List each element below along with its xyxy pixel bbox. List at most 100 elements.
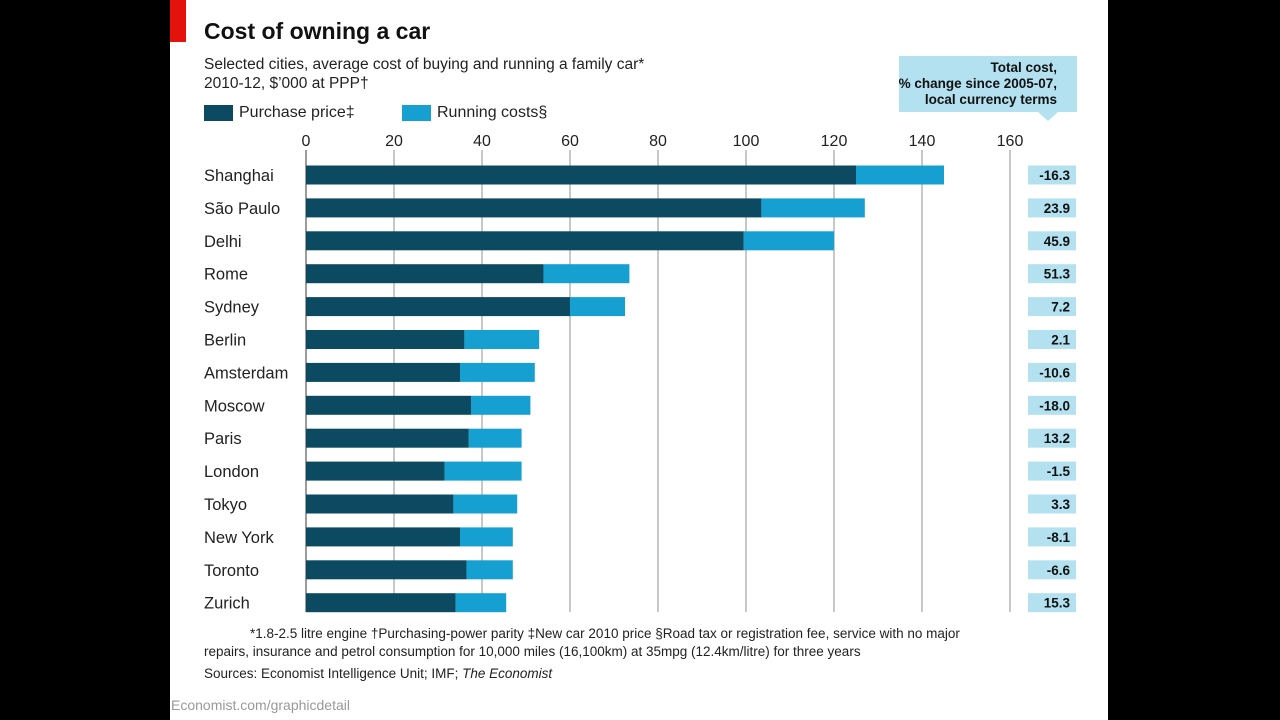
category-label-6: Amsterdam [204, 364, 288, 382]
category-label-4: Sydney [204, 299, 260, 317]
pct-header-pointer [1038, 112, 1058, 121]
bar-purchase-5 [306, 330, 465, 349]
pct-value-1: 23.9 [1044, 201, 1070, 216]
pct-header-line-3: local currency terms [924, 92, 1057, 107]
category-label-7: Moscow [204, 397, 265, 415]
pct-cell-6 [1028, 362, 1076, 382]
bar-purchase-4 [306, 297, 570, 317]
category-label-12: Toronto [204, 562, 259, 580]
footnote-line-2: repairs, insurance and petrol consumptio… [204, 644, 861, 659]
bar-purchase-12 [306, 560, 467, 580]
tick-label-100: 100 [733, 133, 760, 150]
category-label-9: London [204, 463, 259, 481]
credit-url: Economist.com/graphicdetail [171, 697, 350, 713]
category-label-10: Tokyo [204, 496, 247, 514]
bar-running-11 [460, 527, 513, 547]
pct-cell-11 [1028, 527, 1076, 547]
pct-cell-1 [1028, 198, 1076, 218]
pct-cell-8 [1028, 428, 1076, 448]
pct-cell-5 [1028, 330, 1076, 349]
category-label-3: Rome [204, 266, 248, 284]
bar-running-3 [543, 264, 630, 284]
category-label-2: Delhi [204, 233, 242, 251]
category-label-11: New York [204, 529, 274, 547]
bar-running-7 [471, 395, 531, 415]
pct-change-header: Total cost, % change since 2005-07, loca… [899, 56, 1077, 112]
subtitle-line-2: 2010-12, $’000 at PPP† [204, 75, 369, 92]
pct-cell-9 [1028, 461, 1076, 481]
bar-running-1 [761, 198, 865, 218]
bars [306, 165, 944, 613]
bar-running-2 [743, 231, 834, 251]
tick-label-20: 20 [385, 133, 403, 150]
bar-purchase-8 [306, 428, 469, 448]
sources-publication: The Economist [462, 666, 553, 681]
pct-cell-3 [1028, 264, 1076, 284]
bar-purchase-9 [306, 461, 445, 481]
bar-purchase-13 [306, 593, 456, 613]
pct-value-12: -6.6 [1047, 563, 1071, 578]
legend-item-running: Running costs§ [402, 104, 547, 122]
legend-label-purchase: Purchase price‡ [239, 104, 355, 121]
sources: Sources: Economist Intelligence Unit; IM… [204, 666, 552, 681]
bar-purchase-10 [306, 494, 454, 514]
pct-change-column: -16.3 23.9 45.9 51.3 7.2 2.1 -10.6 -18.0 13.2 -1.… [1028, 165, 1076, 613]
pct-value-9: -1.5 [1047, 464, 1071, 479]
pct-cell-10 [1028, 494, 1076, 514]
category-label-1: São Paulo [204, 200, 280, 218]
bar-running-0 [856, 165, 944, 185]
bar-running-8 [468, 428, 522, 448]
pct-cell-4 [1028, 297, 1076, 317]
pct-header-line-2: % change since 2005-07, [898, 76, 1057, 91]
bar-purchase-7 [306, 395, 471, 415]
pct-value-4: 7.2 [1051, 300, 1070, 315]
pct-cell-7 [1028, 395, 1076, 415]
pct-value-3: 51.3 [1044, 267, 1071, 282]
category-labels: Shanghai São Paulo Delhi Rome Sydney Berlin Am… [204, 167, 288, 613]
pct-value-10: 3.3 [1051, 497, 1070, 512]
bar-running-4 [570, 297, 625, 317]
bar-purchase-6 [306, 362, 460, 382]
footnote-line-1: *1.8-2.5 litre engine †Purchasing-power … [250, 626, 960, 641]
bar-running-9 [444, 461, 522, 481]
pct-cell-13 [1028, 593, 1076, 613]
category-label-5: Berlin [204, 332, 246, 350]
tick-label-0: 0 [302, 133, 311, 150]
footnote: *1.8-2.5 litre engine †Purchasing-power … [204, 625, 1084, 661]
bar-purchase-0 [306, 165, 856, 185]
bar-running-10 [453, 494, 518, 514]
pct-value-7: -18.0 [1039, 398, 1070, 413]
pct-cell-2 [1028, 231, 1076, 251]
bar-purchase-3 [306, 264, 544, 284]
bar-purchase-11 [306, 527, 460, 547]
category-label-0: Shanghai [204, 167, 274, 185]
pct-value-8: 13.2 [1044, 431, 1070, 446]
bar-running-6 [460, 362, 535, 382]
bar-purchase-1 [306, 198, 762, 218]
sources-text: Sources: Economist Intelligence Unit; IM… [204, 666, 463, 681]
tick-label-140: 140 [909, 133, 936, 150]
tick-label-160: 160 [997, 133, 1024, 150]
pct-cell-0 [1028, 165, 1076, 185]
bar-running-12 [466, 560, 513, 580]
tick-label-60: 60 [561, 133, 579, 150]
subtitle-line-1: Selected cities, average cost of buying … [204, 56, 645, 73]
bar-running-13 [455, 593, 507, 613]
x-axis-ticks: 0 20 40 60 80 100 120 140 160 [302, 133, 1024, 150]
legend-swatch-purchase [204, 105, 233, 121]
category-label-8: Paris [204, 430, 242, 448]
pct-value-13: 15.3 [1044, 596, 1071, 611]
chart-subtitle: Selected cities, average cost of buying … [204, 55, 764, 93]
pct-cell-12 [1028, 560, 1076, 580]
pct-value-2: 45.9 [1044, 234, 1070, 249]
tick-label-40: 40 [473, 133, 491, 150]
pct-value-0: -16.3 [1039, 168, 1070, 183]
chart-title: Cost of owning a car [204, 18, 431, 44]
legend-item-purchase: Purchase price‡ [204, 104, 355, 122]
pct-value-5: 2.1 [1051, 333, 1070, 348]
pct-value-6: -10.6 [1039, 365, 1070, 380]
tick-label-80: 80 [649, 133, 667, 150]
bar-running-5 [464, 330, 540, 349]
legend-label-running: Running costs§ [437, 104, 548, 121]
pct-value-11: -8.1 [1047, 530, 1071, 545]
